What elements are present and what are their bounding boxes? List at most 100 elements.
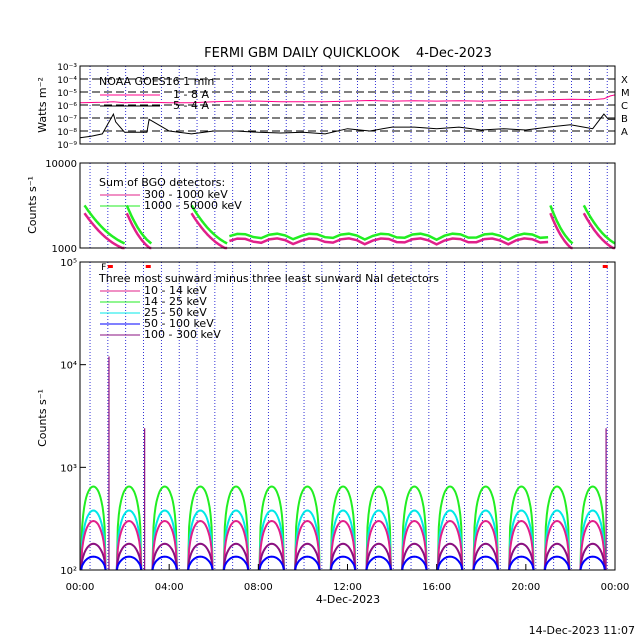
- nai-series-4-arch-9: [401, 542, 428, 571]
- bgo-series-0-segment-4: [549, 212, 573, 250]
- nai-series-2-arch-4: [222, 509, 250, 571]
- nai-series-3-arch-11: [472, 555, 499, 571]
- bgo-y-ticks: 10000 1000: [45, 159, 85, 255]
- bgo-series-lines: [83, 204, 616, 250]
- nai-series-3-arch-5: [258, 555, 285, 571]
- nai-series-3-arch-7: [329, 555, 357, 571]
- bgo-series-0-segment-3: [229, 237, 549, 246]
- bgo-series-1-segment-1: [125, 204, 153, 245]
- nai-series-4-arch-2: [151, 542, 178, 571]
- nai-series-2-arch-11: [472, 509, 499, 571]
- goes-class-label-a: A: [621, 127, 628, 138]
- nai-series-0-arch-8: [365, 519, 392, 571]
- nai-series-4-arch-13: [543, 542, 571, 571]
- goes-series-line-1: [79, 112, 615, 139]
- nai-series-3-arch-6: [294, 555, 321, 571]
- xtick-label-2: 08:00: [244, 582, 273, 593]
- nai-series-0-arch-5: [258, 519, 285, 571]
- bgo-series-1-segment-3: [229, 232, 549, 242]
- goes-legend-label-1: 1 - 8 A: [173, 88, 209, 101]
- footer-timestamp: 14-Dec-2023 11:07: [529, 624, 635, 637]
- xtick-label-3: 12:00: [333, 582, 362, 593]
- nai-series-4-arch-7: [329, 542, 357, 571]
- nai-series-2-arch-5: [258, 509, 285, 571]
- bgo-legend-label-2: 1000 - 50000 keV: [144, 199, 242, 212]
- bgo-series-0-segment-5: [582, 212, 615, 250]
- bgo-series-1-segment-0: [83, 204, 126, 245]
- nai-series-2-arch-14: [579, 509, 606, 571]
- nai-series-3-arch-10: [436, 555, 464, 571]
- nai-series-1-arch-6: [294, 485, 321, 571]
- nai-series-0-arch-10: [436, 519, 464, 571]
- nai-series-0-arch-7: [329, 519, 357, 571]
- nai-series-4-arch-14: [579, 542, 606, 571]
- nai-series-4-arch-1: [115, 542, 143, 571]
- nai-series-2-arch-2: [151, 509, 178, 571]
- nai-series-2-arch-0: [80, 509, 107, 571]
- nai-series-2-arch-9: [401, 509, 428, 571]
- nai-series-4-arch-5: [258, 542, 285, 571]
- nai-series-2-arch-7: [329, 509, 357, 571]
- goes-legend-title: NOAA GOES16 1 min: [99, 75, 214, 88]
- bgo-series-1-segment-2: [190, 204, 228, 245]
- nai-series-0-arch-12: [508, 519, 535, 571]
- nai-series-2-arch-3: [187, 509, 214, 571]
- nai-series-2-arch-1: [115, 509, 143, 571]
- time-xlabel: 4-Dec-2023: [316, 593, 380, 606]
- nai-orbit-lines: [89, 262, 608, 570]
- nai-series-1-arch-5: [258, 485, 285, 571]
- goes-series-lines: [79, 94, 616, 139]
- nai-series-4-arch-12: [508, 542, 535, 571]
- nai-series-4-arch-6: [294, 542, 321, 571]
- nai-series-1-arch-2: [151, 485, 178, 571]
- goes-ytick-label-6: 10⁻⁹: [57, 141, 77, 151]
- nai-series-1-arch-1: [115, 485, 143, 571]
- nai-series-3-arch-8: [365, 555, 392, 571]
- nai-ylabel: Counts s⁻¹: [36, 389, 49, 447]
- nai-series-2-arch-8: [365, 509, 392, 571]
- bgo-series-0-segment-1: [125, 212, 152, 250]
- nai-y-ticks: 10⁵ 10⁴ 10³ 10²: [60, 258, 86, 577]
- nai-series-1-arch-11: [472, 485, 499, 571]
- nai-series-0-arch-9: [401, 519, 428, 571]
- nai-series-1-arch-12: [508, 485, 535, 571]
- nai-series-1-arch-4: [222, 485, 250, 571]
- nai-series-3-arch-13: [543, 555, 571, 571]
- xtick-label-0: 00:00: [66, 582, 95, 593]
- nai-series-2-arch-13: [543, 509, 571, 571]
- goes-y-ticks: 10⁻³ 10⁻⁴ 10⁻⁵ 10⁻⁶ 10⁻⁷ 10⁻⁸ 10⁻⁹: [57, 63, 85, 151]
- goes-ytick-label-1: 10⁻⁴: [57, 76, 77, 86]
- goes-class-label-m: M: [621, 88, 630, 99]
- goes-class-label-x: X: [621, 75, 628, 86]
- bgo-series-0-segment-0: [83, 212, 125, 250]
- nai-ytick-label-3: 10²: [60, 566, 77, 577]
- goes-ytick-label-0: 10⁻³: [57, 63, 77, 73]
- nai-series-4-arch-4: [222, 542, 250, 571]
- nai-series-0-arch-3: [187, 519, 214, 571]
- flare-marker-label: F: [101, 263, 106, 273]
- nai-series-3-arch-4: [222, 555, 250, 571]
- nai-series-0-arch-2: [151, 519, 178, 571]
- goes-ytick-label-5: 10⁻⁸: [57, 128, 77, 138]
- nai-legend-label-4: 100 - 300 keV: [144, 328, 221, 341]
- nai-ytick-label-0: 10⁵: [60, 258, 77, 269]
- nai-ytick-label-1: 10⁴: [60, 361, 77, 372]
- bgo-series-1-segment-4: [549, 204, 574, 245]
- bgo-legend-label-1: 300 - 1000 keV: [144, 188, 228, 201]
- bgo-panel: 10000 1000 Counts s⁻¹ Sum of BGO detector…: [26, 159, 616, 255]
- time-x-ticks: 00:00 04:00 08:00 12:00 16:00 20:00 00:00: [66, 564, 629, 593]
- nai-series-1-arch-8: [365, 485, 392, 571]
- nai-series-4-arch-3: [187, 542, 214, 571]
- goes-ytick-label-3: 10⁻⁶: [57, 102, 77, 112]
- nai-series-1-arch-14: [579, 485, 606, 571]
- goes-ytick-label-2: 10⁻⁵: [57, 89, 77, 99]
- nai-legend-label-0: 10 - 14 keV: [144, 284, 207, 297]
- nai-panel: F 10⁵ 10⁴ 10³ 10² 00:00 04:00 08:00 12:00 16:00…: [36, 258, 629, 606]
- nai-legend-label-3: 50 - 100 keV: [144, 317, 214, 330]
- nai-series-0-arch-0: [80, 519, 107, 571]
- bgo-ytick-label-1: 1000: [52, 244, 77, 255]
